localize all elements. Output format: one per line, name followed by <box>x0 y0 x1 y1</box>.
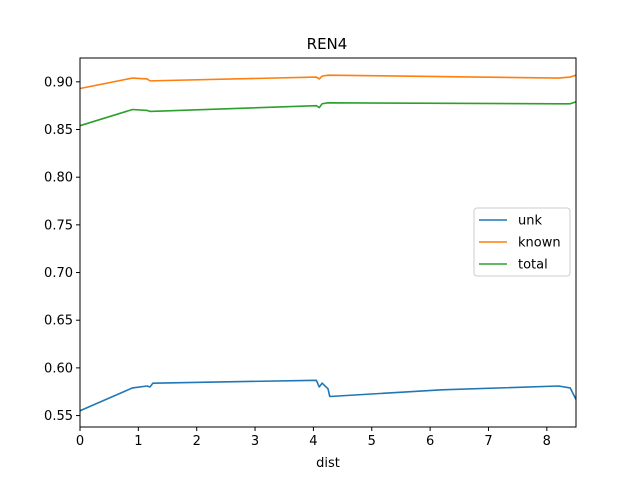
y-tick-label: 0.70 <box>44 266 73 281</box>
x-tick-label: 1 <box>134 434 142 449</box>
legend-box <box>473 207 571 277</box>
x-tick-label: 4 <box>309 434 317 449</box>
x-ticks: 0 1 2 3 4 5 6 7 8 <box>76 427 551 449</box>
y-tick-label: 0.80 <box>44 171 73 186</box>
y-tick-label: 0.75 <box>44 218 73 233</box>
series-line-known <box>79 74 577 90</box>
x-tick-label: 2 <box>193 434 201 449</box>
legend-label-known: known <box>518 236 561 251</box>
axes-layer <box>79 57 577 428</box>
series-line-total <box>79 101 577 127</box>
plot-frame <box>79 57 577 428</box>
y-ticks: 0.55 0.60 0.65 0.70 0.75 0.80 0.85 0.90 <box>44 75 80 424</box>
legend-label-unk: unk <box>518 214 542 229</box>
y-tick-label: 0.90 <box>44 75 73 90</box>
x-tick-label: 7 <box>484 434 492 449</box>
y-tick-label: 0.55 <box>44 409 73 424</box>
legend-label-total: total <box>518 258 548 273</box>
series-line-unk <box>79 379 577 412</box>
chart-title: REN4 <box>307 35 348 53</box>
x-axis-label: dist <box>316 456 340 471</box>
x-tick-label: 8 <box>543 434 551 449</box>
x-tick-label: 6 <box>426 434 434 449</box>
legend: unk known total <box>473 207 571 277</box>
series-layer <box>79 74 577 412</box>
y-tick-label: 0.65 <box>44 314 73 329</box>
legend-entries: unk known total <box>479 214 561 273</box>
x-tick-label: 0 <box>76 434 84 449</box>
x-tick-label: 3 <box>251 434 259 449</box>
y-tick-label: 0.85 <box>44 123 73 138</box>
x-tick-label: 5 <box>368 434 376 449</box>
y-tick-label: 0.60 <box>44 361 73 376</box>
